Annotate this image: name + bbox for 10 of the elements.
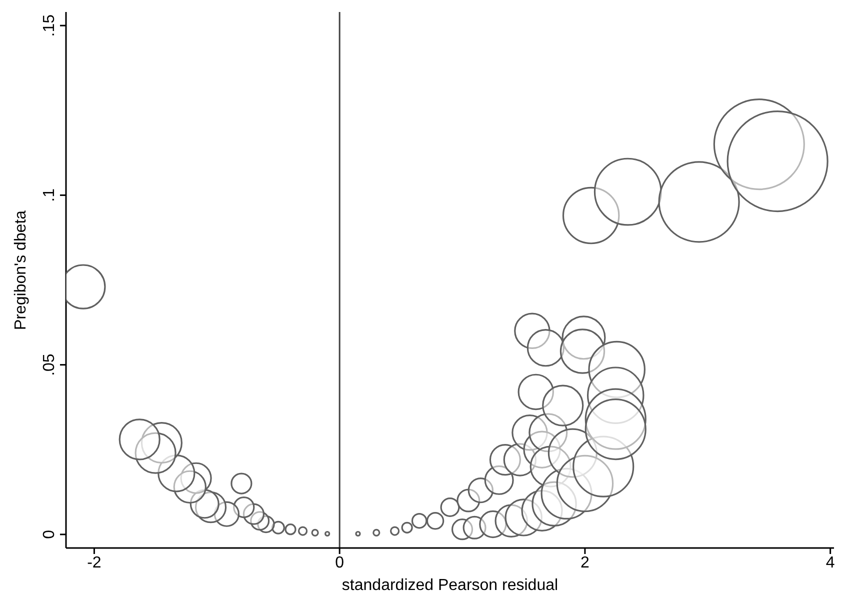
y-tick-label: 0	[41, 530, 58, 539]
x-tick-label: -2	[87, 554, 102, 572]
y-tick-label: .1	[41, 188, 58, 202]
x-tick-label: 4	[826, 554, 835, 572]
y-axis-title: Pregibon's dbeta	[12, 210, 30, 330]
x-tick-label: 0	[335, 554, 344, 572]
x-tick-label: 2	[580, 554, 590, 572]
x-axis-title: standardized Pearson residual	[342, 577, 558, 594]
y-tick-label: .05	[41, 354, 58, 376]
y-tick-label: .15	[41, 14, 58, 37]
